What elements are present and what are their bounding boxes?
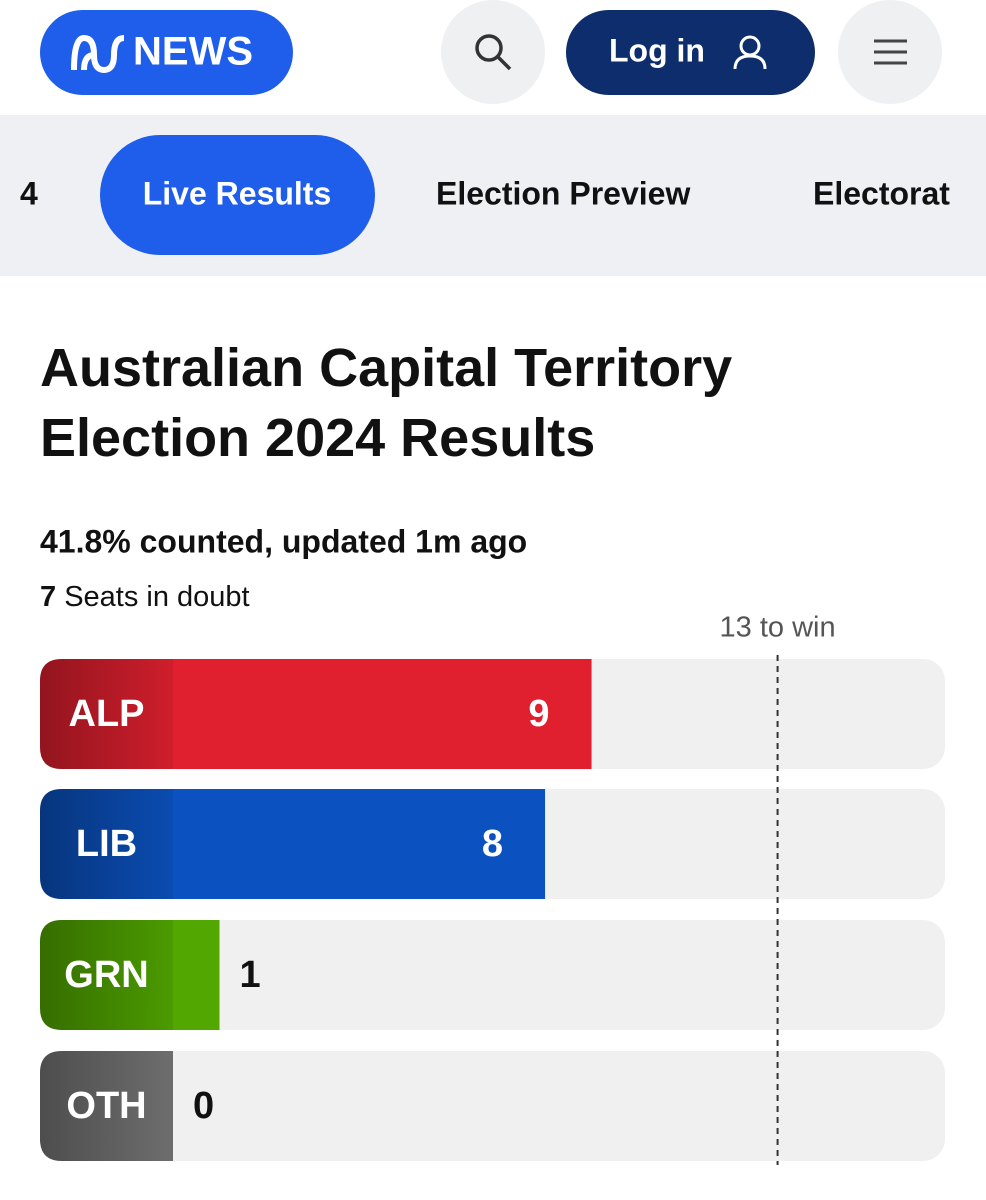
menu-button[interactable]	[838, 0, 942, 104]
title-line: Australian Capital Territory	[40, 338, 732, 398]
nav-item[interactable]: Election Preview	[436, 175, 690, 211]
value-label: 8	[482, 823, 503, 865]
target-label: 13 to win	[720, 612, 836, 644]
party-label: ALP	[69, 693, 145, 735]
menu-icon	[874, 39, 907, 65]
bar	[173, 789, 546, 899]
nav-item[interactable]: 4	[20, 175, 38, 211]
search-button[interactable]	[441, 0, 545, 104]
logo-text: NEWS	[133, 30, 253, 74]
nav-item[interactable]: Electorat	[813, 175, 950, 211]
nav-active-pill[interactable]	[100, 135, 375, 255]
page-title: Australian Capital Territory Election 202…	[40, 338, 732, 468]
count-status: 41.8% counted, updated 1m ago	[40, 523, 527, 559]
bar-track	[40, 1051, 945, 1161]
title-line: Election 2024 Results	[40, 408, 595, 468]
doubt-count: 7	[40, 581, 56, 613]
chart: ALP 9 LIB 8 GRN 1 OTH 0 13 to win	[40, 612, 945, 1165]
search-bg[interactable]	[441, 0, 545, 104]
party-label: OTH	[66, 1085, 146, 1127]
user-icon-body	[733, 54, 767, 70]
bar-track	[40, 920, 945, 1030]
bar	[173, 920, 220, 1030]
party-label-shade	[40, 789, 173, 899]
value-label: 9	[528, 693, 549, 735]
search-icon-handle	[496, 55, 512, 71]
search-icon	[475, 34, 503, 62]
logo-mark	[71, 34, 125, 74]
nav-item[interactable]: Live Results	[143, 175, 332, 211]
logo[interactable]: NEWS	[40, 10, 293, 95]
login-button[interactable]: Log in	[566, 10, 815, 95]
logo-pill[interactable]	[40, 10, 293, 95]
doubt-text: Seats in doubt	[64, 581, 249, 613]
value-label: 1	[240, 954, 261, 996]
seats-in-doubt: 7 Seats in doubt	[40, 581, 250, 613]
party-label: GRN	[64, 954, 148, 996]
value-label: 0	[193, 1085, 214, 1127]
bar	[173, 659, 592, 769]
login-text: Log in	[609, 32, 705, 68]
login-pill[interactable]	[566, 10, 815, 95]
party-label-shade	[40, 920, 173, 1030]
party-label-shade	[40, 659, 173, 769]
party-label: LIB	[76, 823, 137, 865]
party-label-shade	[40, 1051, 173, 1161]
